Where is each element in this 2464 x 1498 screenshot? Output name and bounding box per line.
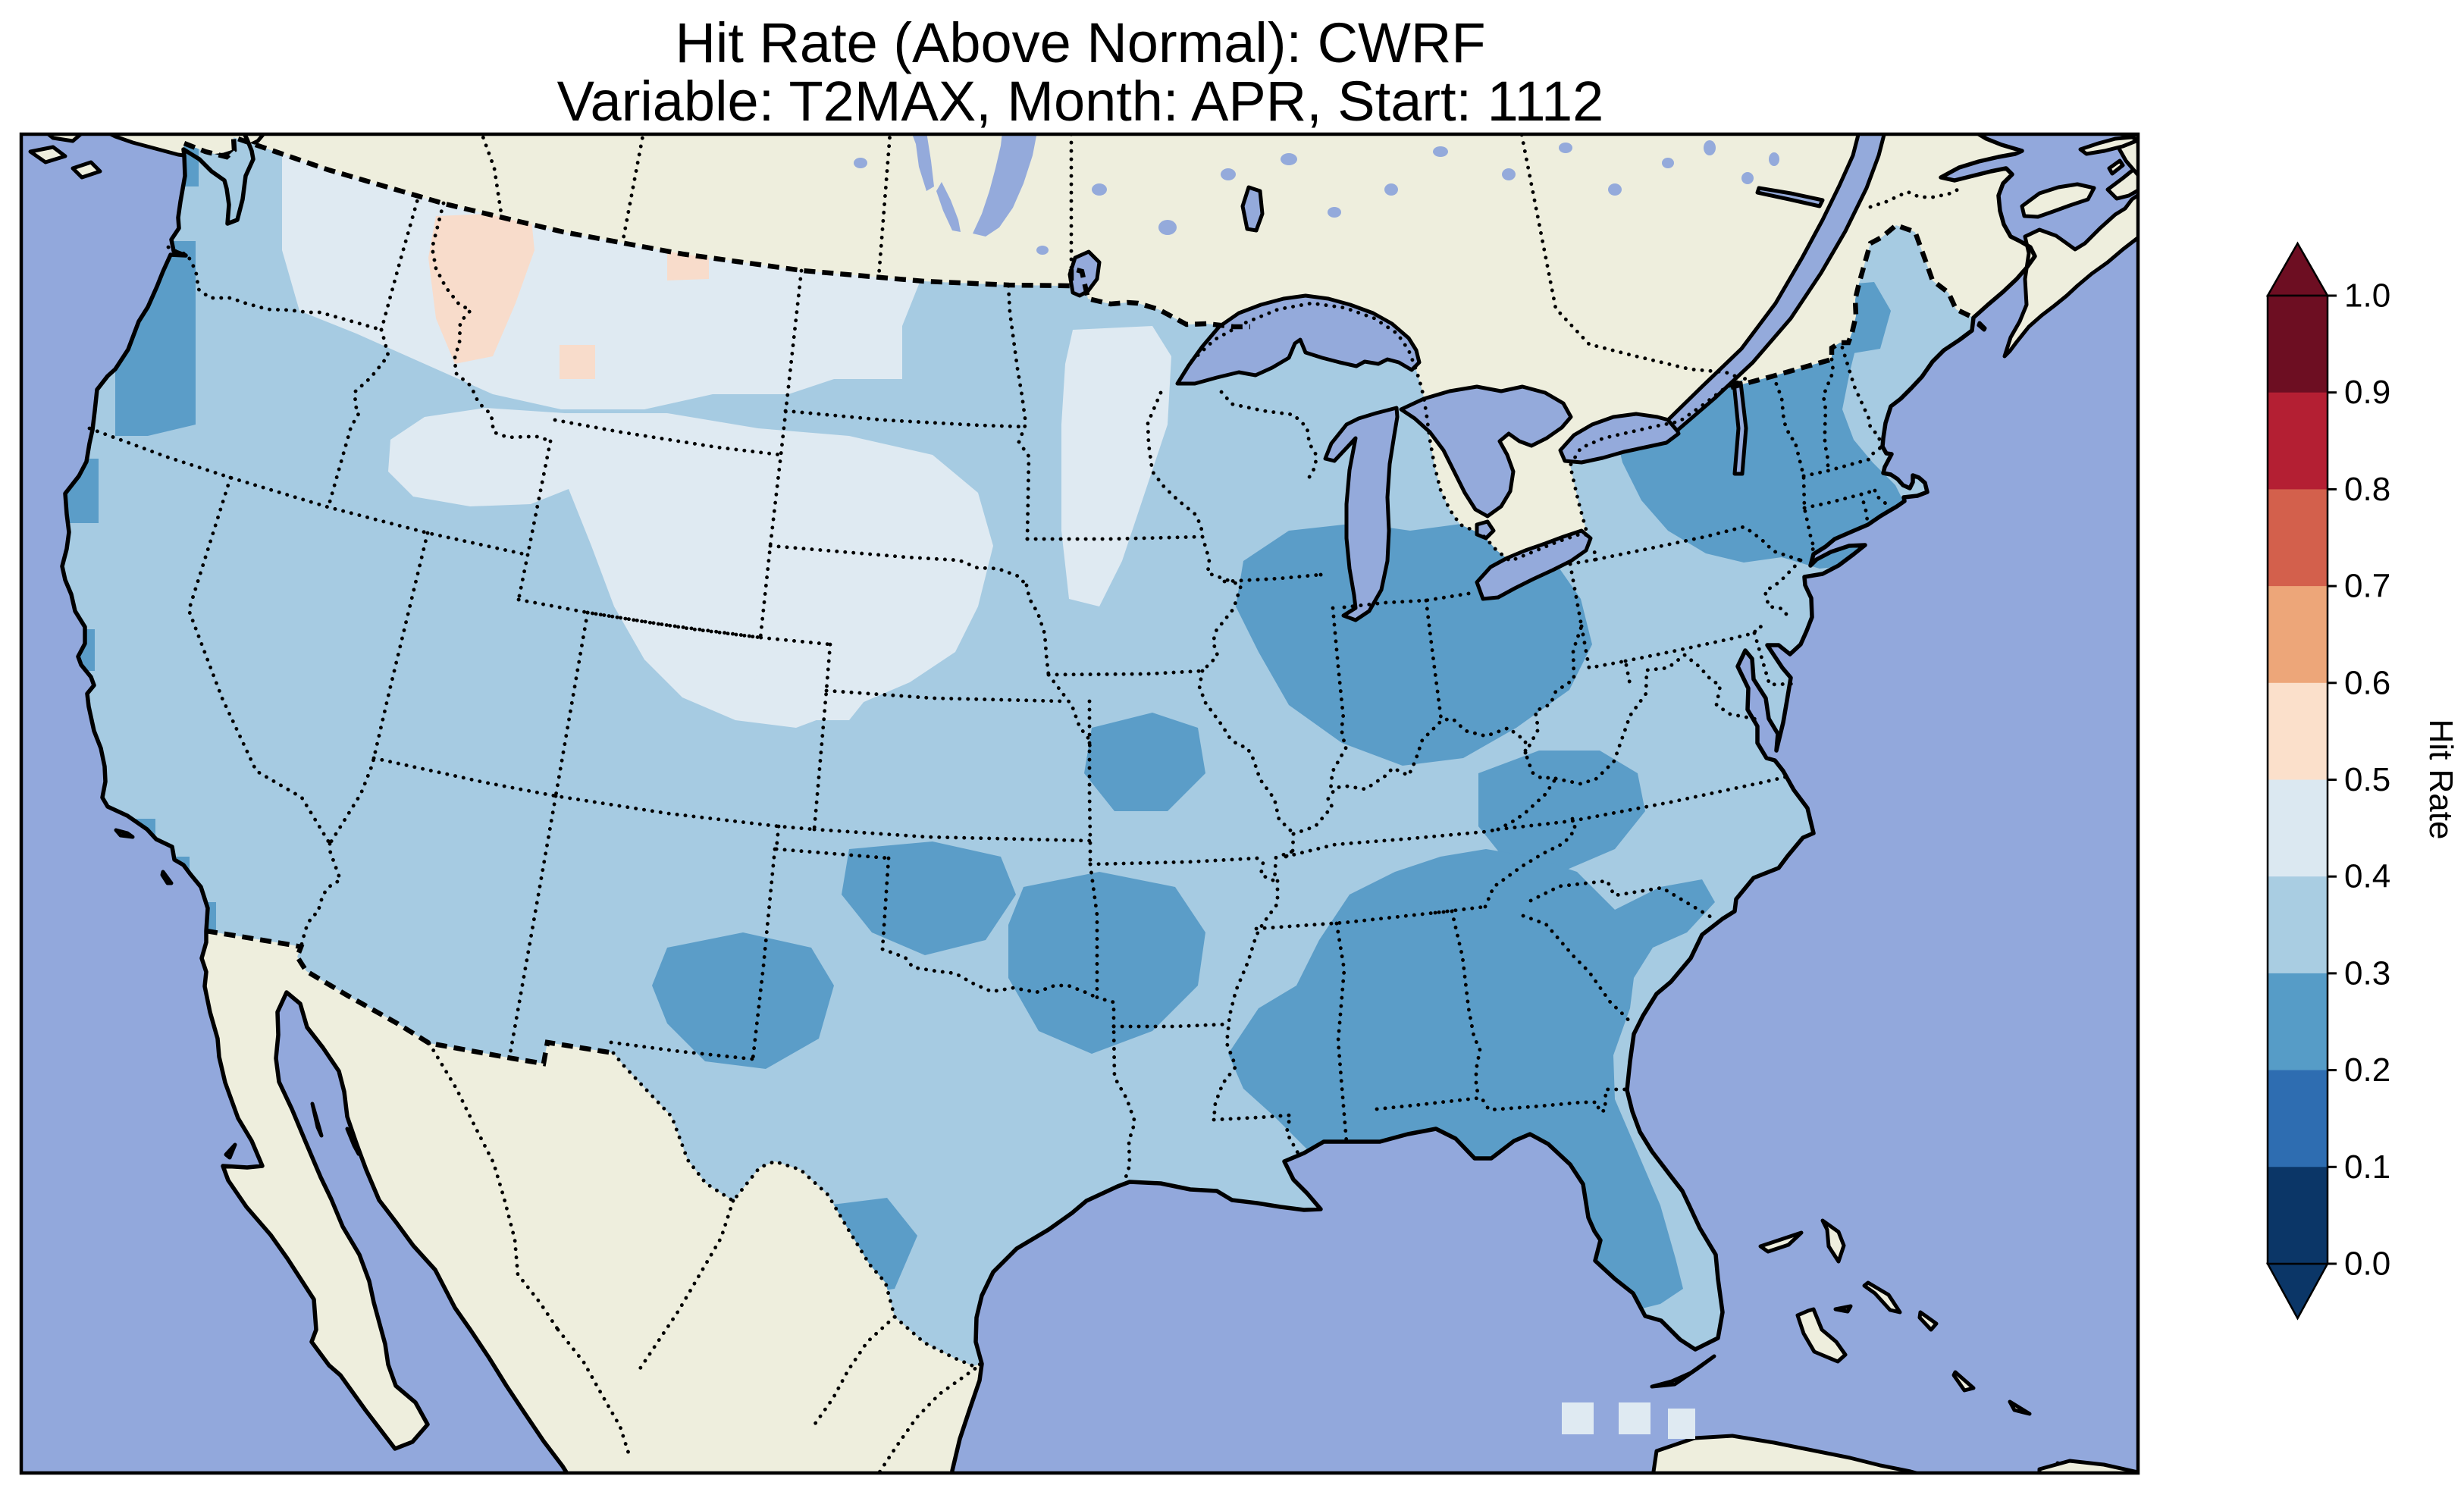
svg-text:0.8: 0.8: [2344, 471, 2390, 508]
svg-text:0.4: 0.4: [2344, 858, 2390, 895]
svg-text:0.1: 0.1: [2344, 1149, 2390, 1186]
svg-text:0.7: 0.7: [2344, 568, 2390, 605]
svg-text:0.9: 0.9: [2344, 374, 2390, 411]
svg-text:Variable: T2MAX, Month: APR, S: Variable: T2MAX, Month: APR, Start: 1112: [557, 70, 1604, 133]
svg-text:Hit Rate: Hit Rate: [2422, 719, 2459, 840]
svg-text:0.0: 0.0: [2344, 1246, 2390, 1283]
svg-text:0.5: 0.5: [2344, 761, 2390, 798]
svg-text:0.6: 0.6: [2344, 664, 2390, 701]
svg-text:0.2: 0.2: [2344, 1051, 2390, 1089]
svg-text:0.3: 0.3: [2344, 954, 2390, 992]
svg-text:1.0: 1.0: [2344, 277, 2390, 315]
svg-text:Hit Rate (Above Normal): CWRF: Hit Rate (Above Normal): CWRF: [675, 11, 1485, 74]
